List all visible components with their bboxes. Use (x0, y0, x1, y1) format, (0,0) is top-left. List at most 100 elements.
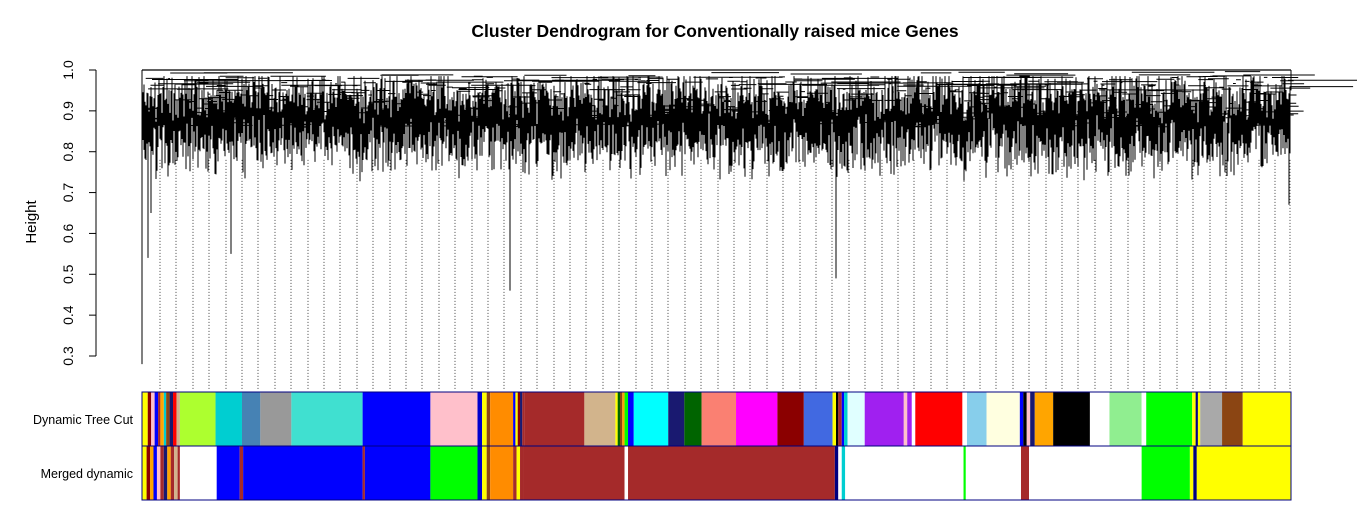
color-segment (291, 392, 363, 446)
color-segment (701, 392, 737, 446)
color-segment (962, 392, 967, 446)
color-segment (477, 392, 483, 446)
y-tick-label: 0.4 (60, 305, 76, 325)
color-segment (154, 392, 159, 446)
y-tick-label: 0.7 (60, 183, 76, 203)
color-segment (838, 446, 842, 500)
color-segment (1196, 446, 1291, 500)
color-segment (156, 446, 161, 500)
color-segment (1189, 446, 1194, 500)
color-segment (216, 446, 240, 500)
y-tick-label: 0.9 (60, 101, 76, 121)
color-segment (624, 446, 629, 500)
color-segment (177, 446, 180, 500)
color-segment (362, 392, 431, 446)
color-segment (584, 392, 616, 446)
color-segment (151, 392, 155, 446)
color-segment (490, 446, 514, 500)
color-segment (1089, 392, 1110, 446)
tree-leaves (142, 76, 1291, 291)
color-segment (1023, 392, 1027, 446)
y-tick-label: 0.3 (60, 346, 76, 366)
color-segment (163, 446, 168, 500)
color-segment (477, 446, 483, 500)
color-segment (903, 392, 908, 446)
color-segment (1141, 446, 1190, 500)
y-tick-label: 0.6 (60, 223, 76, 243)
color-segment (838, 392, 842, 446)
color-segment (907, 392, 912, 446)
color-segment (163, 392, 167, 446)
color-segment (966, 392, 987, 446)
color-segment (847, 392, 865, 446)
color-segment (167, 446, 171, 500)
color-segment (147, 392, 152, 446)
color-segment (1029, 446, 1142, 500)
color-segment (520, 392, 523, 446)
color-segment (836, 392, 839, 446)
color-segment (1197, 392, 1201, 446)
color-segment (153, 446, 157, 500)
color-segment (845, 446, 964, 500)
y-tick-label: 0.8 (60, 142, 76, 162)
color-segment (173, 392, 177, 446)
color-segment (1109, 392, 1142, 446)
color-segment (364, 446, 431, 500)
color-segment (633, 392, 669, 446)
color-segment (803, 392, 833, 446)
color-segment (864, 392, 904, 446)
leaf-guides (159, 159, 1291, 389)
color-row: Merged dynamic (41, 445, 1292, 501)
color-segment (482, 392, 487, 446)
color-segment (430, 446, 478, 500)
color-segment (617, 392, 620, 446)
color-segment (241, 392, 261, 446)
color-row-label: Merged dynamic (41, 467, 133, 481)
color-segment (179, 392, 216, 446)
color-segment (1242, 392, 1291, 446)
color-segment (522, 392, 525, 446)
color-segment (486, 392, 491, 446)
color-row-border (141, 445, 1292, 501)
color-segment (628, 392, 634, 446)
color-segment (524, 392, 585, 446)
color-segment (1141, 392, 1147, 446)
color-segment (158, 392, 161, 446)
color-segment (170, 446, 175, 500)
module-color-rows: Dynamic Tree Cut Merged dynamic (33, 391, 1292, 501)
color-segment (169, 392, 174, 446)
color-segment (844, 392, 848, 446)
color-segment (160, 446, 164, 500)
color-segment (1222, 392, 1243, 446)
y-axis-label: Height (23, 199, 40, 243)
color-segment (150, 446, 154, 500)
color-segment (622, 392, 625, 446)
color-segment (965, 446, 1021, 500)
color-segment (777, 392, 804, 446)
color-segment (963, 446, 966, 500)
color-segment (1019, 392, 1024, 446)
color-segment (260, 392, 292, 446)
y-tick-label: 1.0 (60, 60, 76, 80)
y-tick-label: 0.5 (60, 264, 76, 284)
color-segment (486, 446, 491, 500)
color-segment (1200, 392, 1223, 446)
color-segment (362, 446, 365, 500)
color-segment (515, 392, 518, 446)
color-segment (160, 392, 164, 446)
color-segment (1053, 392, 1090, 446)
color-segment (628, 446, 835, 500)
color-row-label: Dynamic Tree Cut (33, 413, 134, 427)
color-segment (174, 446, 178, 500)
color-segment (179, 446, 217, 500)
color-segment (142, 392, 148, 446)
color-segment (624, 392, 629, 446)
color-segment (513, 446, 517, 500)
color-segment (834, 446, 839, 500)
color-segment (430, 392, 478, 446)
color-segment (215, 392, 242, 446)
color-segment (1192, 392, 1196, 446)
color-segment (1030, 392, 1035, 446)
color-segment (516, 446, 521, 500)
